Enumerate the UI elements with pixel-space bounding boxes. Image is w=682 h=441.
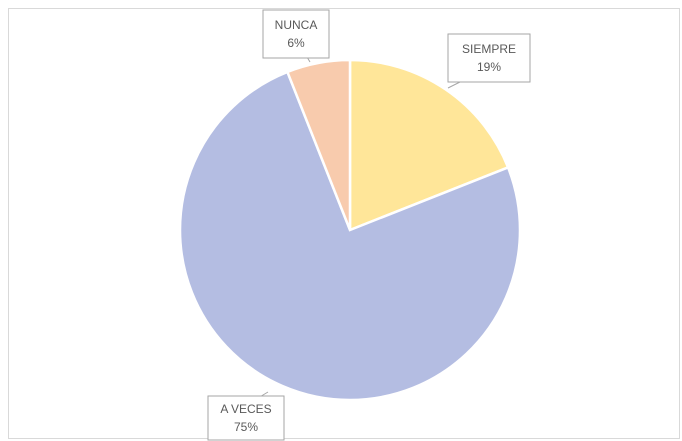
label-siempre-value: 19% <box>477 60 501 74</box>
data-label-nunca: NUNCA 6% <box>262 9 330 59</box>
label-nunca-category: NUNCA <box>275 18 318 32</box>
leader-line-siempre <box>447 81 461 89</box>
pie-slices <box>178 58 522 402</box>
data-label-siempre: SIEMPRE 19% <box>447 33 531 83</box>
pie-slice-a-veces <box>178 70 522 402</box>
label-a-veces-category: A VECES <box>220 402 271 416</box>
pie-slice-nunca <box>285 58 352 231</box>
label-siempre-category: SIEMPRE <box>462 42 516 56</box>
label-nunca-value: 6% <box>287 36 305 50</box>
data-label-a-veces: A VECES 75% <box>207 395 285 441</box>
pie-slice-siempre <box>348 58 510 232</box>
label-a-veces-value: 75% <box>234 420 258 434</box>
